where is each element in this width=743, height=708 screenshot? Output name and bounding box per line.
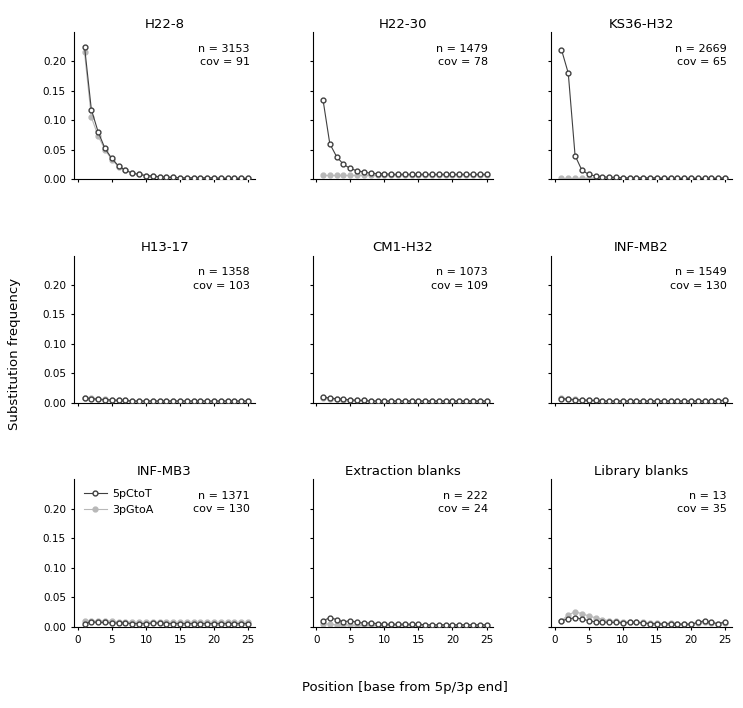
Text: n = 3153
cov = 91: n = 3153 cov = 91 (198, 44, 250, 67)
Title: H22-8: H22-8 (145, 18, 184, 30)
Title: Extraction blanks: Extraction blanks (345, 465, 461, 478)
Title: H22-30: H22-30 (379, 18, 427, 30)
Text: n = 13
cov = 35: n = 13 cov = 35 (677, 491, 727, 514)
Title: Library blanks: Library blanks (594, 465, 689, 478)
Title: CM1-H32: CM1-H32 (373, 241, 433, 254)
Title: H13-17: H13-17 (140, 241, 189, 254)
Text: n = 1371
cov = 130: n = 1371 cov = 130 (192, 491, 250, 514)
Text: Substitution frequency: Substitution frequency (8, 278, 22, 430)
Legend: 5pCtoT, 3pGtoA: 5pCtoT, 3pGtoA (80, 485, 158, 520)
Text: n = 1073
cov = 109: n = 1073 cov = 109 (431, 268, 488, 290)
Text: n = 2669
cov = 65: n = 2669 cov = 65 (675, 44, 727, 67)
Text: n = 222
cov = 24: n = 222 cov = 24 (438, 491, 488, 514)
Title: INF-MB2: INF-MB2 (614, 241, 669, 254)
Text: n = 1358
cov = 103: n = 1358 cov = 103 (192, 268, 250, 290)
Title: KS36-H32: KS36-H32 (609, 18, 675, 30)
Text: n = 1479
cov = 78: n = 1479 cov = 78 (436, 44, 488, 67)
Title: INF-MB3: INF-MB3 (137, 465, 192, 478)
Text: n = 1549
cov = 130: n = 1549 cov = 130 (669, 268, 727, 290)
Text: Position [base from 5p/3p end]: Position [base from 5p/3p end] (302, 681, 508, 694)
